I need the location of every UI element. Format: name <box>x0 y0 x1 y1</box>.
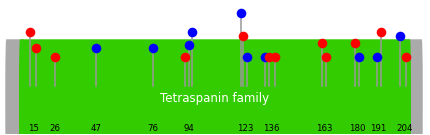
FancyBboxPatch shape <box>19 39 411 135</box>
Text: 26: 26 <box>50 124 61 133</box>
FancyBboxPatch shape <box>403 39 423 135</box>
Point <box>318 42 325 44</box>
Point <box>185 44 192 46</box>
Text: 163: 163 <box>316 124 332 133</box>
Point <box>322 56 329 58</box>
Point <box>26 31 33 33</box>
Point <box>265 56 272 58</box>
Point <box>373 56 380 58</box>
Point <box>238 12 245 14</box>
Point <box>93 47 100 49</box>
Text: 15: 15 <box>28 124 39 133</box>
Point <box>397 35 404 37</box>
FancyBboxPatch shape <box>5 39 25 135</box>
Point <box>352 42 359 44</box>
Point <box>377 31 384 33</box>
Text: 180: 180 <box>349 124 366 133</box>
Point <box>181 56 188 58</box>
Text: 123: 123 <box>237 124 254 133</box>
Point <box>271 56 278 58</box>
Point <box>402 56 409 58</box>
Text: 136: 136 <box>263 124 279 133</box>
Point <box>150 47 157 49</box>
Text: 191: 191 <box>371 124 387 133</box>
Point <box>32 47 39 49</box>
Point <box>356 56 362 58</box>
Point <box>244 56 251 58</box>
Text: 47: 47 <box>91 124 102 133</box>
Point <box>189 31 196 33</box>
Text: 204: 204 <box>396 124 412 133</box>
Text: 76: 76 <box>148 124 159 133</box>
Text: 94: 94 <box>183 124 194 133</box>
Point <box>52 56 59 58</box>
Text: Tetraspanin family: Tetraspanin family <box>160 92 270 105</box>
Point <box>261 56 268 58</box>
Point <box>240 35 247 37</box>
